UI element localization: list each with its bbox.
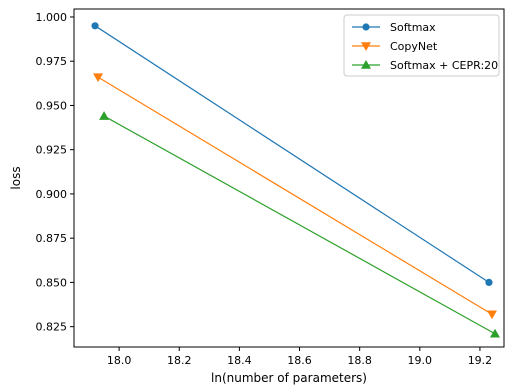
series-line xyxy=(94,25,490,283)
data-point xyxy=(99,111,110,120)
x-tick-label: 18.0 xyxy=(107,354,132,367)
y-tick-label: 0.850 xyxy=(36,276,68,289)
series-0 xyxy=(91,22,493,287)
data-point xyxy=(486,310,497,320)
x-tick-label: 18.6 xyxy=(287,354,312,367)
x-tick-label: 18.8 xyxy=(347,354,372,367)
legend-box xyxy=(343,14,500,77)
plot-frame xyxy=(73,8,505,348)
data-point xyxy=(489,328,500,338)
legend-label: Softmax + CEPR:20 xyxy=(390,59,498,72)
y-tick-label: 0.875 xyxy=(36,232,68,245)
legend-entry: Softmax + CEPR:20 xyxy=(352,59,498,72)
series-1 xyxy=(93,73,497,320)
legend-marker xyxy=(361,42,371,51)
data-point xyxy=(91,22,99,30)
legend-entries: Softmax CopyNet Softmax + CEPR:20 xyxy=(352,21,498,72)
data-point xyxy=(93,73,104,83)
y-tick-label: 0.975 xyxy=(36,55,68,68)
y-tick-label: 0.825 xyxy=(36,321,68,334)
x-tick-label: 18.4 xyxy=(227,354,252,367)
y-tick-label: 0.950 xyxy=(36,99,68,112)
x-axis-label: ln(number of parameters) xyxy=(211,371,367,385)
legend-label: CopyNet xyxy=(390,40,438,53)
legend-marker xyxy=(361,60,371,69)
series-layer xyxy=(91,22,500,338)
legend: Softmax CopyNet Softmax + CEPR:20 xyxy=(343,14,500,77)
y-tick-label: 0.925 xyxy=(36,144,68,157)
x-axis-ticks: 18.0 18.2 18.4 18.6 18.8 19.0 19.2 xyxy=(107,347,492,367)
series-line xyxy=(97,76,493,315)
series-line xyxy=(103,115,496,335)
y-axis-label: loss xyxy=(9,166,23,189)
legend-entry: CopyNet xyxy=(352,40,438,53)
series-2 xyxy=(99,111,500,338)
y-axis-ticks: 0.825 0.850 0.875 0.900 0.925 0.950 0.975 1.000 xyxy=(36,11,74,334)
y-tick-label: 0.900 xyxy=(36,188,68,201)
x-tick-label: 19.0 xyxy=(408,354,433,367)
data-point xyxy=(485,278,493,287)
legend-label: Softmax xyxy=(390,21,436,34)
x-tick-label: 19.2 xyxy=(468,354,493,367)
legend-marker xyxy=(362,23,370,31)
y-tick-label: 1.000 xyxy=(36,11,68,24)
x-tick-label: 18.2 xyxy=(167,354,192,367)
legend-entry: Softmax xyxy=(352,21,436,34)
